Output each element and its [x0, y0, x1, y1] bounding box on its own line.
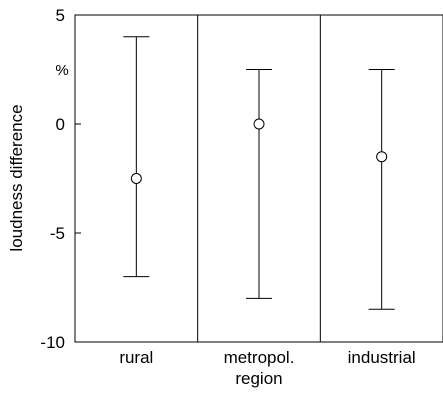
category-label: metropol.	[224, 348, 295, 367]
y-tick-label: 5	[56, 6, 65, 25]
category-label: industrial	[348, 348, 416, 367]
mean-marker	[254, 119, 264, 129]
category-label: rural	[119, 348, 153, 367]
error-bar-marks	[123, 37, 394, 310]
y-tick-label: -10	[40, 333, 65, 352]
y-tick-label: -5	[50, 224, 65, 243]
y-tick-label: 0	[56, 115, 65, 134]
mean-marker	[131, 174, 141, 184]
y-unit-label: %	[55, 62, 68, 79]
y-axis-label: loudness difference	[7, 104, 26, 251]
mean-marker	[377, 152, 387, 162]
category-label: region	[235, 369, 282, 388]
category-labels: rural metropol. region industrial	[119, 348, 415, 388]
